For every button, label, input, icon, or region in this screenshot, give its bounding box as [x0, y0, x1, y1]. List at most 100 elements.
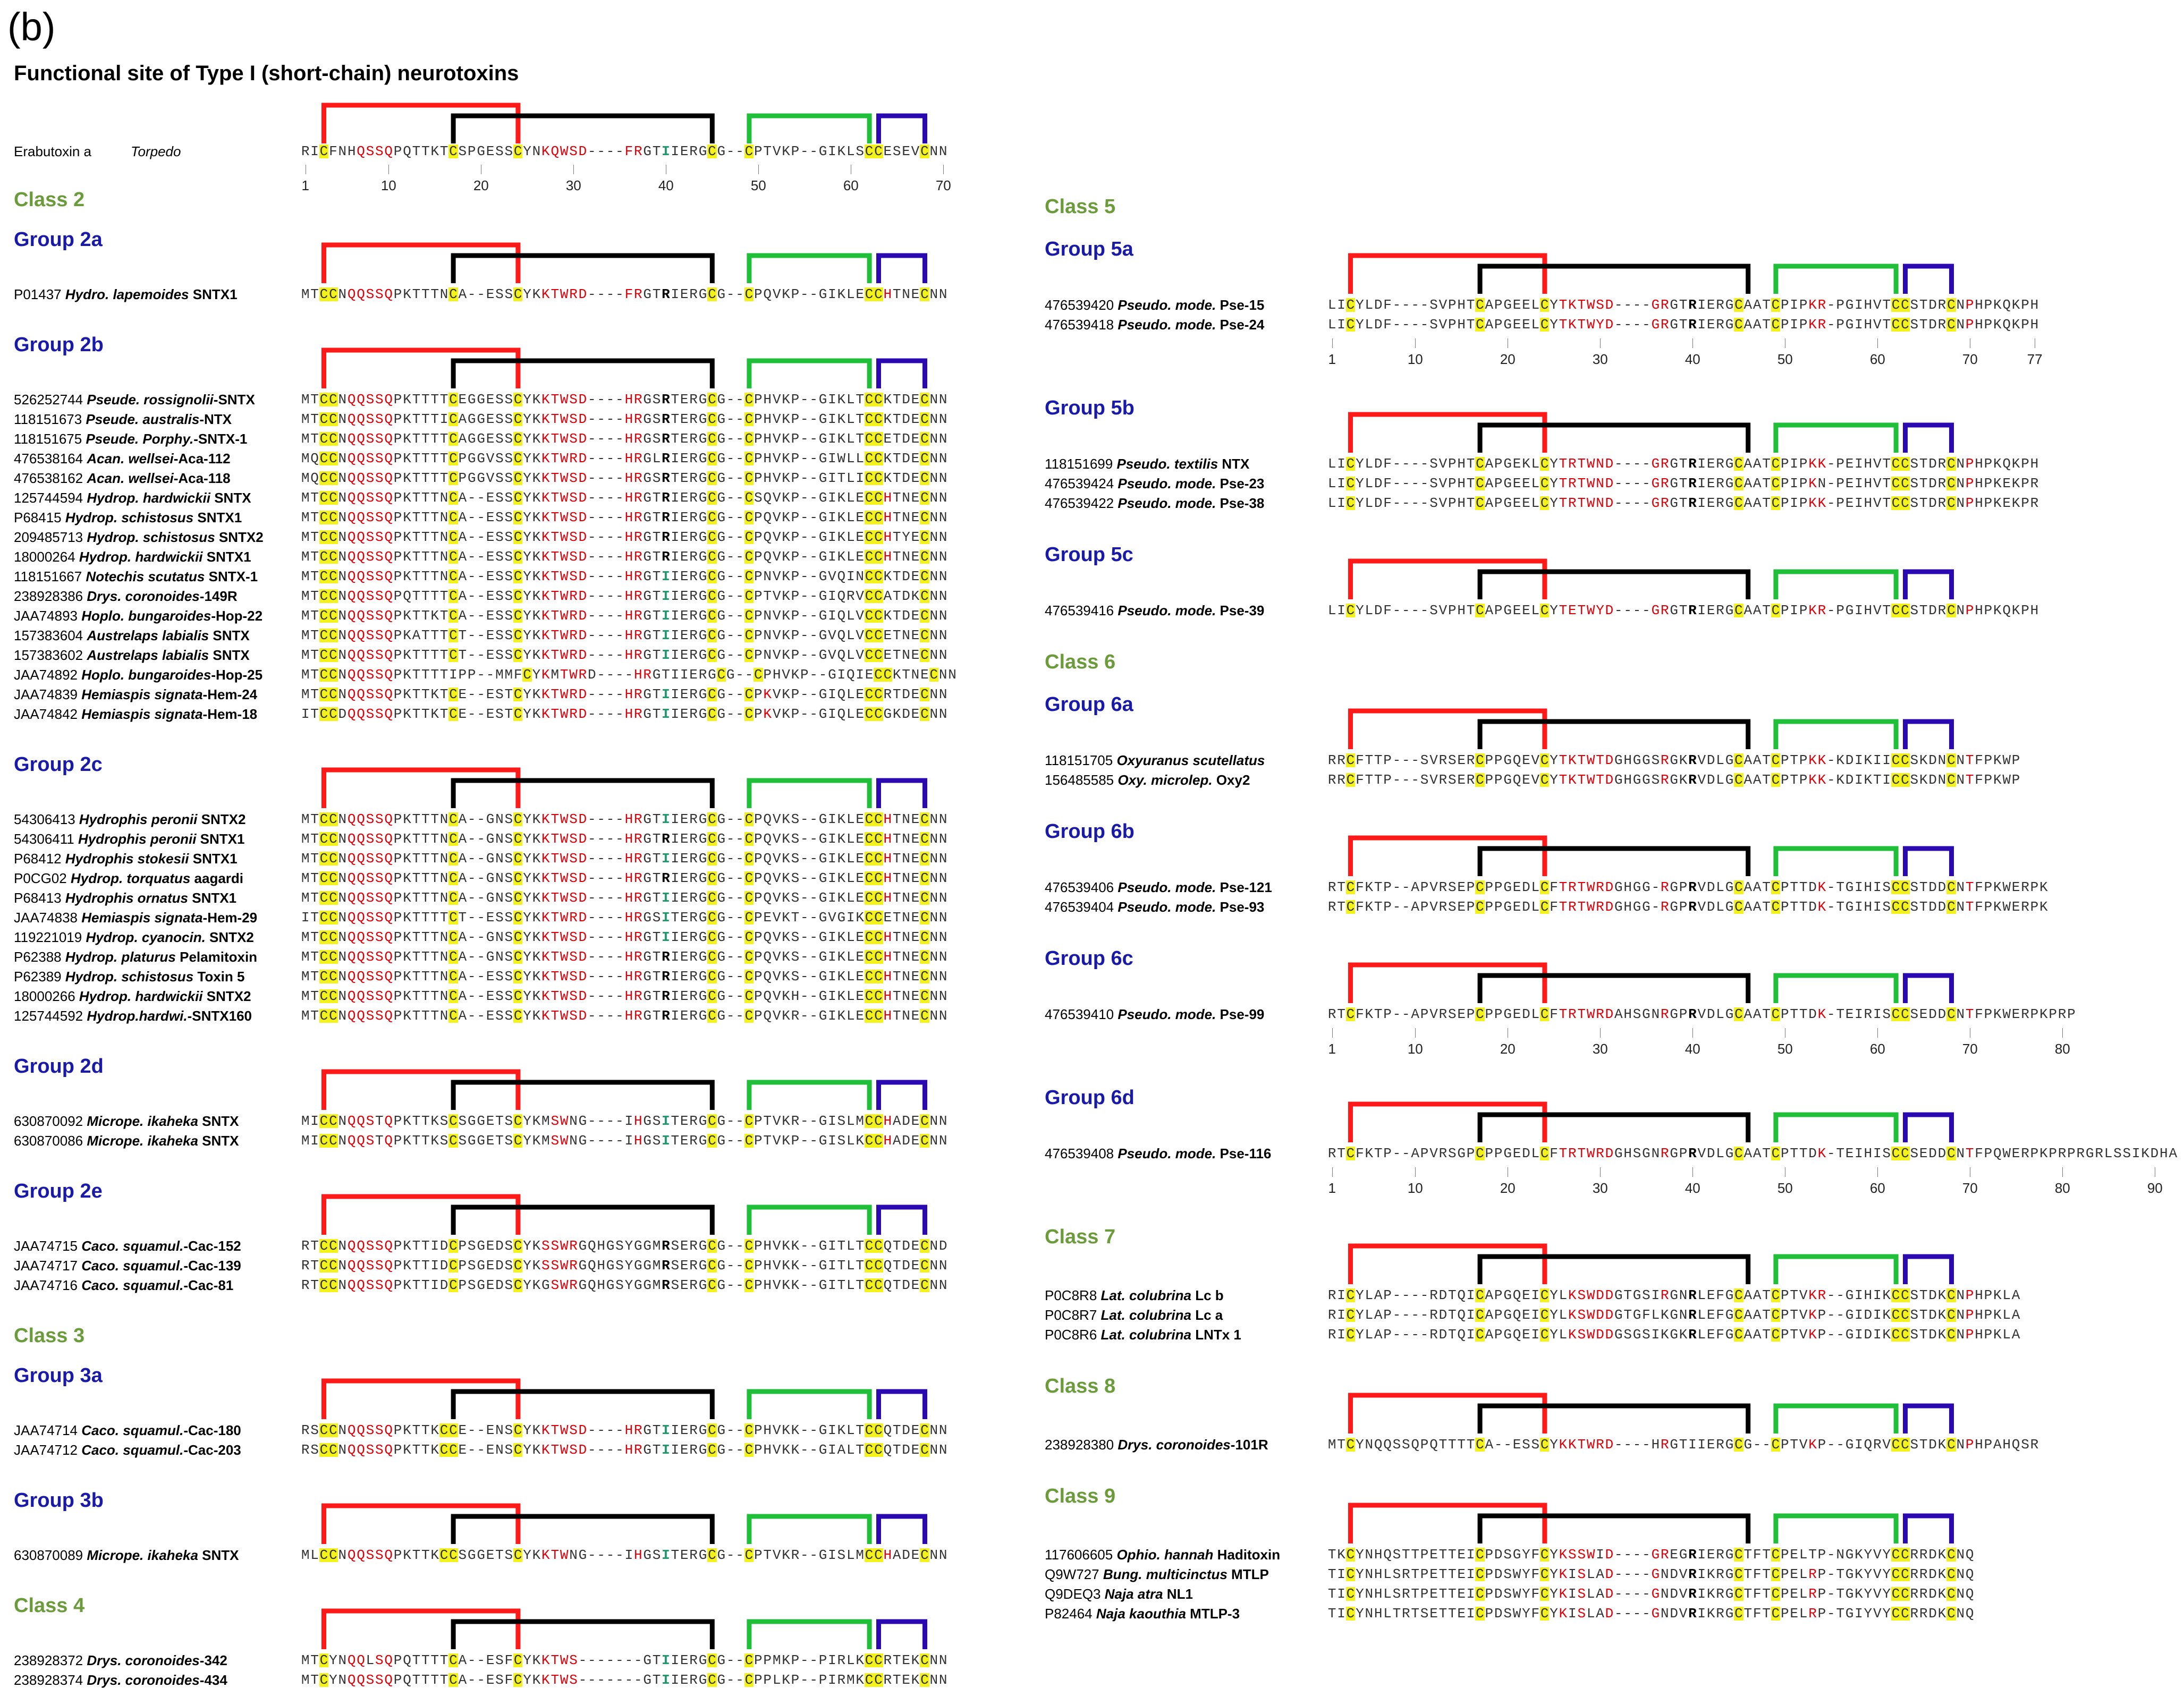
sequence-label: P0C8R6 Lat. colubrina LNTx 1 — [1045, 1328, 1241, 1342]
axis-tick-label: 70 — [1962, 1041, 1978, 1057]
loop1-bracket — [1348, 253, 1547, 294]
toxin-name: SNTX1 — [188, 890, 237, 906]
axis-tick-label: 80 — [2054, 1180, 2070, 1196]
group-heading: Group 6d — [1045, 1087, 1135, 1109]
disulfide-brackets — [321, 767, 927, 808]
loop4-bracket — [876, 778, 927, 808]
sequence-row: MTCCNQQSSQPKTTTTCEGGESSCYKKTWSD----HRGSR… — [301, 392, 947, 408]
loop3-bracket — [747, 1389, 872, 1419]
toxin-name: SNTX1 — [196, 831, 245, 847]
sequence-row: MTCCNQQSSQPKTTTNCA--ESSCYKKTWSD----HRGTR… — [301, 490, 947, 506]
loop2-bracket — [1477, 846, 1751, 876]
species-name: Hydrophis ornatus — [65, 890, 189, 906]
loop2-bracket — [1477, 973, 1751, 1003]
sequence-row: MQCCNQQSSQPKTTTTCPGGVSSCYKKTWRD----HRGLR… — [301, 451, 947, 466]
group-heading: Group 6a — [1045, 693, 1133, 716]
loop4-bracket — [1903, 719, 1954, 749]
toxin-name: -Aca-112 — [173, 451, 231, 466]
sequence-row: MTCYNQQLSQPQTTTTCA--ESFCYKKTWS-------GTI… — [301, 1652, 947, 1668]
axis-tick — [1415, 1167, 1416, 1177]
axis-tick — [1332, 1028, 1333, 1038]
species-name: Pseudo. mode. — [1118, 495, 1216, 511]
sequence-row: MTCCNQQSSQPKTTTNCA--ESSCYKKTWSD----HRGTI… — [301, 569, 947, 584]
loop1-bracket — [1348, 708, 1547, 749]
toxin-name: MTLP-3 — [1186, 1606, 1240, 1622]
axis-tick-label: 20 — [1500, 351, 1516, 367]
loop1-bracket — [321, 1608, 521, 1649]
sequence-row: MTCCNQQSSQPKTTTNCA--ESSCYKKTWSD----HRGTR… — [301, 969, 947, 985]
axis-tick-label: 1 — [1328, 1180, 1336, 1196]
axis-tick — [1692, 1028, 1694, 1038]
sequence-label: P62389 Hydrop. schistosus Toxin 5 — [14, 970, 244, 983]
toxin-name: Pse-15 — [1216, 297, 1265, 313]
species-name: Caco. squamul. — [81, 1258, 184, 1274]
accession-id: 157383602 — [14, 647, 87, 663]
accession-id: JAA74716 — [14, 1277, 82, 1293]
sequence-row: RSCCNQQSSQPKTTKCCE--ENSCYKKTWSD----HRGTI… — [301, 1442, 947, 1458]
accession-id: Erabutoxin a — [14, 143, 91, 159]
species-name: Drys. coronoides — [1118, 1437, 1231, 1453]
axis-tick-label: 40 — [1684, 1180, 1700, 1196]
sequence-label: 476538162 Acan. wellsei-Aca-118 — [14, 471, 231, 485]
axis-tick — [1877, 1028, 1878, 1038]
axis-tick-label: 50 — [1777, 351, 1793, 367]
toxin-name: Lc b — [1191, 1287, 1224, 1303]
loop3-bracket — [1773, 1403, 1899, 1433]
species-name: Hydrop. hardwickii — [79, 988, 203, 1004]
species-name: Micrope. ikaheka — [87, 1133, 198, 1149]
loop1-bracket — [321, 1069, 521, 1110]
sequence-row: MTCCNQQSSQPKTTTNCA--GNSCYKKTWSD----HRGTI… — [301, 890, 947, 906]
accession-id: P0C8R6 — [1045, 1327, 1101, 1343]
toxin-name: -Cac-81 — [183, 1277, 234, 1293]
group-heading: Group 5c — [1045, 544, 1133, 566]
loop4-bracket — [876, 1514, 927, 1544]
sequence-label: 117606605 Ophio. hannah Haditoxin — [1045, 1548, 1280, 1562]
species-name: Hemiaspis signata — [81, 910, 203, 926]
sequence-row: LICYLDF----SVPHTCAPGEELCYTRTWND----GRGTR… — [1327, 495, 2039, 511]
sequence-row: RRCFTTP---SVRSERCPPGQEVCYTKTWTDGHGGSRGKR… — [1327, 752, 2020, 768]
sequence-label: 119221019 Hydrop. cyanocin. SNTX2 — [14, 930, 254, 944]
accession-id: 630870089 — [14, 1547, 87, 1563]
accession-id: 238928374 — [14, 1672, 87, 1688]
loop2-bracket — [1477, 569, 1751, 599]
accession-id: JAA74715 — [14, 1238, 82, 1254]
toxin-name: Toxin 5 — [193, 969, 245, 985]
accession-id: JAA74839 — [14, 686, 82, 702]
accession-id: JAA74842 — [14, 706, 82, 722]
sequence-row: RICYLAP----RDTQICAPGQEICYLKSWDDGTGSIRGNR… — [1327, 1287, 2020, 1303]
class-heading: Class 4 — [14, 1594, 85, 1617]
sequence-label: P68415 Hydrop. schistosus SNTX1 — [14, 511, 242, 524]
loop1-bracket — [1348, 1503, 1547, 1543]
loop1-bracket — [321, 1503, 521, 1544]
toxin-name: -Hem-29 — [202, 910, 258, 926]
axis-tick-label: 50 — [1777, 1041, 1793, 1057]
species-name: Notechis scutatus — [86, 569, 205, 584]
species-name: Pseudo. mode. — [1118, 1006, 1216, 1022]
loop4-bracket — [1903, 1254, 1954, 1284]
toxin-name: SNTX — [198, 1113, 239, 1129]
toxin-name: SNTX2 — [215, 529, 264, 545]
sequence-label: 118151705 Oxyuranus scutellatus — [1045, 753, 1265, 767]
species-name: Hydrop.hardwi. — [87, 1008, 188, 1024]
accession-id: 238928380 — [1045, 1437, 1118, 1453]
toxin-name: -Cac-139 — [183, 1258, 241, 1274]
accession-id: 476539408 — [1045, 1146, 1118, 1161]
loop4-bracket — [1903, 1112, 1954, 1142]
axis-tick — [2062, 1028, 2063, 1038]
sequence-label: JAA74838 Hemiaspis signata-Hem-29 — [14, 911, 257, 924]
accession-id: P68413 — [14, 890, 65, 906]
sequence-row: MTCYNQQSSQPQTTTTCA--ESSCYKKTWRD----HRGTI… — [1327, 1437, 2039, 1453]
species-name: Hydrop. schistosus — [65, 510, 194, 525]
sequence-row: MTCCNQQSSQPQTTTTCA--ESSCYKKTWRD----HRGTI… — [301, 588, 947, 604]
toxin-name: Pelamitoxin — [175, 949, 258, 965]
sequence-row: RTCCNQQSSQPKTTIDCPSGEDSCYKSSWRGQHGSYGGMR… — [301, 1258, 947, 1274]
axis-tick-label: 20 — [1500, 1180, 1516, 1196]
toxin-name: SNTX2 — [197, 811, 246, 827]
sequence-row: MTCCNQQSSQPKTTTNCA--ESSCYKKTWSD----HRGTR… — [301, 529, 947, 545]
sequence-row: LICYLDF----SVPHTCAPGEKLCYTRTWND----GRGTR… — [1327, 456, 2039, 472]
sequence-label: 54306413 Hydrophis peronii SNTX2 — [14, 812, 246, 826]
accession-id: JAA74717 — [14, 1258, 82, 1274]
axis-tick-label: 30 — [1592, 1180, 1608, 1196]
accession-id: 476539420 — [1045, 297, 1118, 313]
axis-tick-label: 90 — [2147, 1180, 2163, 1196]
